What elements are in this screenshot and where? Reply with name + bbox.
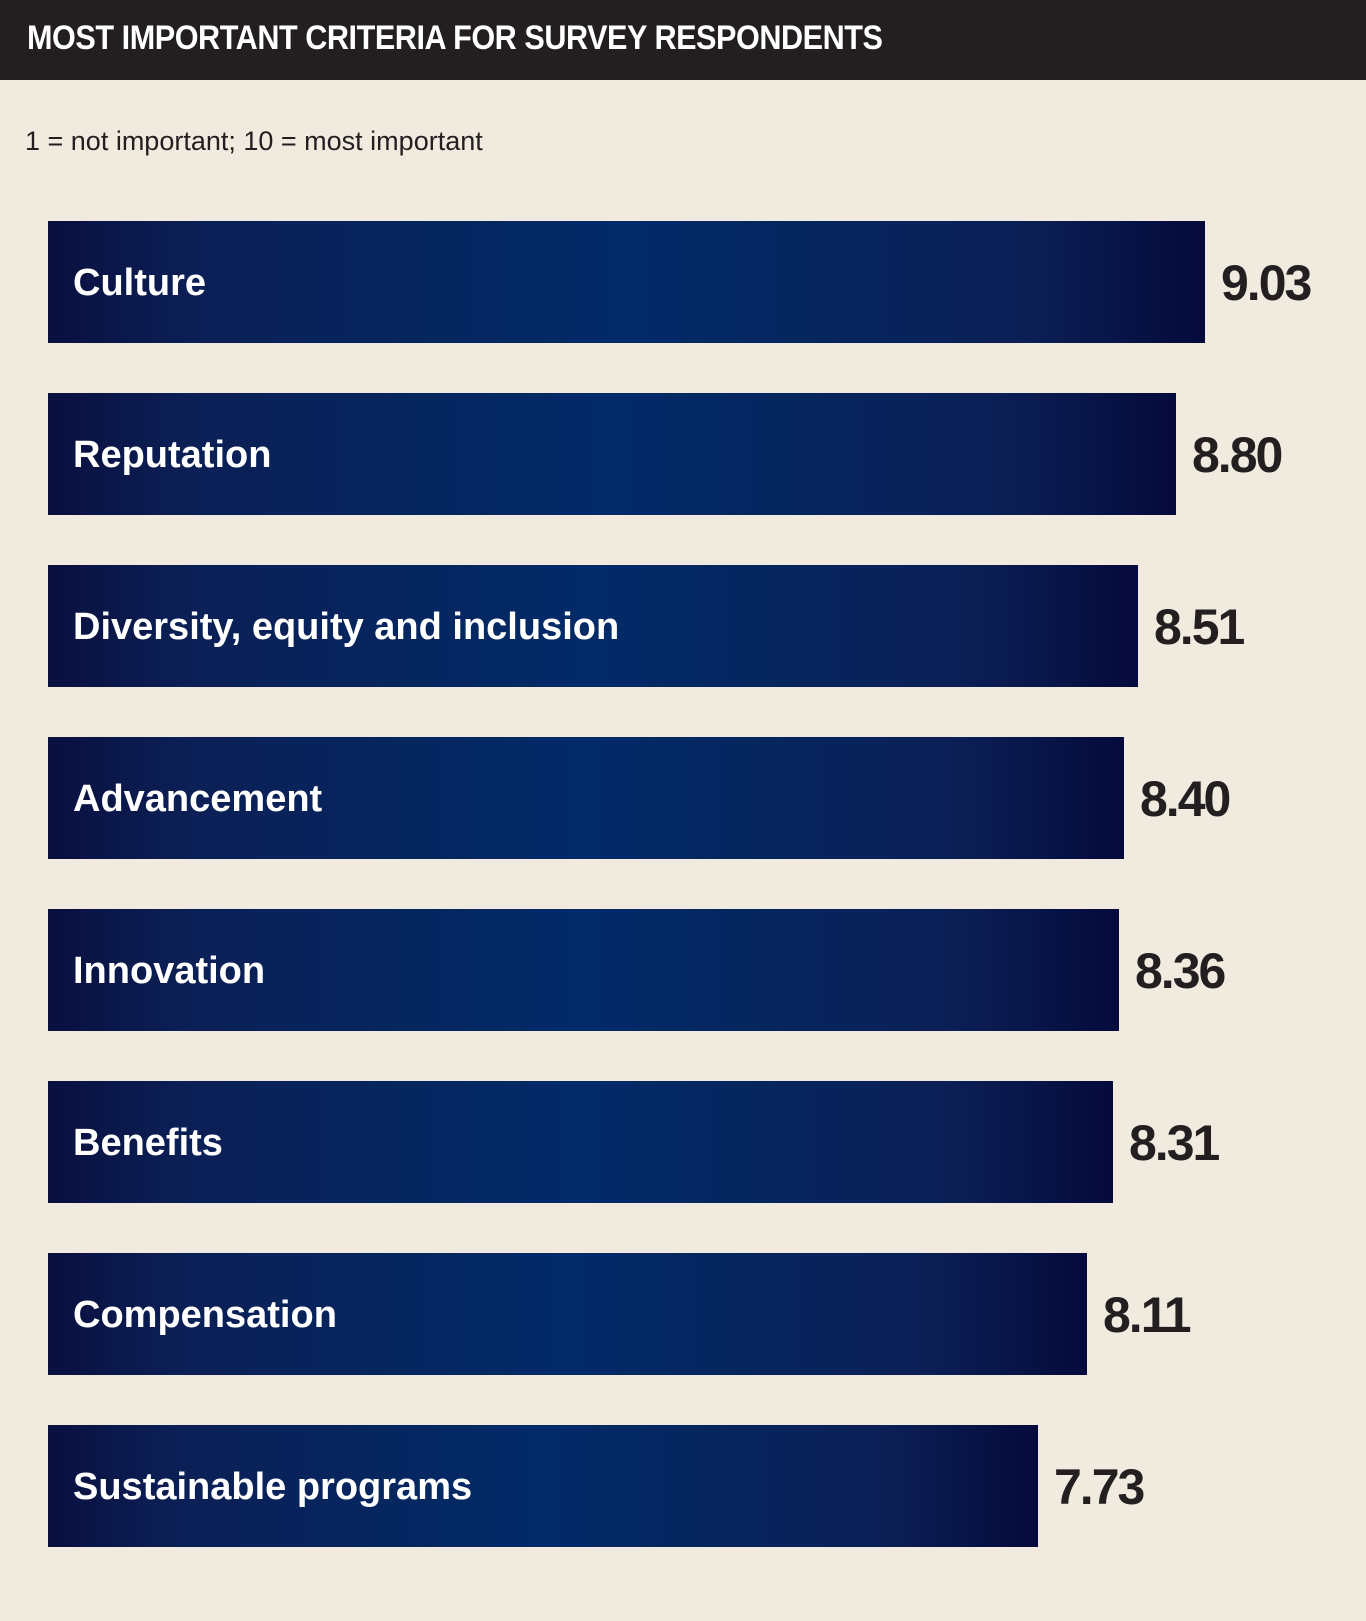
bar-reputation (48, 393, 1176, 515)
bar-label-diversity-equity-and-inclusion: Diversity, equity and inclusion (73, 606, 619, 648)
value-label-sustainable-programs: 7.73 (1054, 1459, 1144, 1515)
chart-title: MOST IMPORTANT CRITERIA FOR SURVEY RESPO… (27, 19, 883, 57)
value-label-benefits: 8.31 (1129, 1115, 1220, 1171)
bar-label-compensation: Compensation (73, 1294, 337, 1336)
bar-label-sustainable-programs: Sustainable programs (73, 1466, 472, 1508)
bar-label-reputation: Reputation (73, 434, 271, 476)
scale-note: 1 = not important; 10 = most important (25, 126, 483, 156)
chart-header: MOST IMPORTANT CRITERIA FOR SURVEY RESPO… (0, 0, 1366, 80)
value-label-innovation: 8.36 (1135, 943, 1225, 999)
bar-innovation (48, 909, 1119, 1031)
bar-label-innovation: Innovation (73, 950, 265, 992)
value-label-diversity-equity-and-inclusion: 8.51 (1154, 599, 1245, 655)
bar-label-advancement: Advancement (73, 778, 323, 820)
bar-benefits (48, 1081, 1113, 1203)
bar-label-culture: Culture (73, 262, 206, 304)
bar-compensation (48, 1253, 1087, 1375)
bar-sustainable-programs (48, 1425, 1038, 1547)
bars-group: Culture 9.03 Reputation 8.80 Diversity, equi… (48, 221, 1313, 1547)
bar-advancement (48, 737, 1124, 859)
value-label-advancement: 8.40 (1140, 771, 1230, 827)
value-label-compensation: 8.11 (1103, 1287, 1191, 1343)
bar-diversity-equity-and-inclusion (48, 565, 1138, 687)
value-label-culture: 9.03 (1221, 255, 1311, 311)
bar-culture (48, 221, 1205, 343)
value-label-reputation: 8.80 (1192, 427, 1282, 483)
bar-label-benefits: Benefits (73, 1122, 223, 1164)
